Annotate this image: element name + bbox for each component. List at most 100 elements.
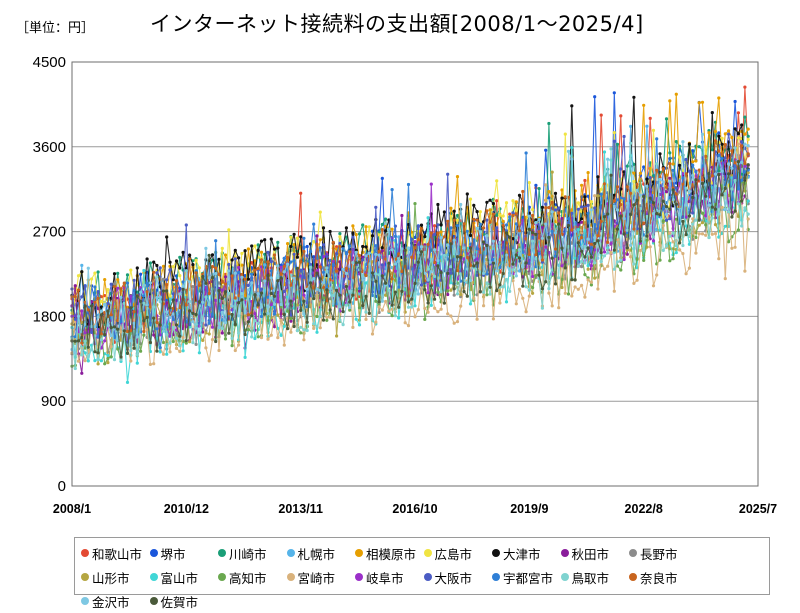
data-point — [664, 205, 669, 209]
data-point — [116, 278, 120, 282]
x-tick-label: 2025/7 — [739, 502, 777, 516]
data-point — [312, 240, 316, 244]
data-point — [341, 284, 345, 288]
data-point — [103, 339, 107, 343]
data-point — [416, 292, 420, 296]
data-point — [602, 150, 607, 154]
legend-item: 佐賀市 — [149, 589, 219, 613]
data-point — [184, 339, 188, 343]
data-point — [321, 243, 326, 247]
legend: 和歌山市 堺市 川崎市 札幌市 相模原市 広島市 大津市 秋田市 長野市 山形市 富山市 高知市 宮崎市… — [74, 537, 770, 610]
data-point — [237, 294, 241, 298]
data-point — [132, 288, 136, 292]
data-point — [423, 235, 427, 239]
data-point — [733, 178, 737, 183]
data-point — [96, 362, 100, 366]
data-point — [570, 211, 574, 215]
data-point — [106, 323, 110, 327]
data-point — [681, 182, 685, 186]
data-point — [80, 263, 84, 267]
data-point — [511, 279, 515, 283]
data-point — [671, 240, 675, 244]
data-point — [325, 315, 329, 319]
data-point — [272, 325, 277, 329]
data-point — [116, 347, 120, 351]
data-point — [348, 277, 352, 281]
legend-marker-icon — [629, 549, 637, 557]
legend-item: 札幌市 — [286, 541, 356, 565]
data-point — [694, 235, 698, 240]
data-point — [459, 202, 463, 207]
data-point — [678, 163, 682, 167]
data-point — [80, 371, 84, 375]
data-point — [736, 160, 741, 164]
data-point — [655, 168, 659, 172]
data-point — [733, 245, 737, 249]
data-point — [161, 352, 166, 356]
data-point — [498, 283, 502, 287]
data-point — [625, 246, 629, 250]
data-point — [289, 316, 293, 321]
data-point — [619, 203, 623, 207]
data-point — [723, 277, 727, 281]
legend-label: 岐阜市 — [366, 570, 404, 586]
data-point — [580, 249, 584, 253]
data-point — [465, 229, 469, 233]
x-tick-label: 2013/11 — [278, 502, 323, 516]
data-point — [413, 240, 417, 244]
data-point — [436, 264, 440, 268]
data-point — [351, 293, 355, 297]
data-point — [700, 211, 705, 215]
data-point — [700, 100, 705, 104]
data-point — [318, 238, 322, 242]
data-point — [279, 272, 283, 276]
data-point — [165, 278, 169, 282]
data-point — [540, 236, 545, 240]
data-point — [220, 331, 224, 335]
data-point — [684, 224, 688, 228]
data-point — [318, 265, 322, 269]
data-point — [495, 199, 499, 203]
data-point — [357, 232, 362, 236]
data-point — [651, 201, 656, 205]
data-point — [550, 229, 554, 233]
data-point — [223, 337, 228, 341]
y-tick-label: 4500 — [33, 54, 66, 71]
data-point — [99, 305, 103, 309]
data-point — [240, 251, 244, 256]
data-point — [181, 284, 185, 288]
data-point — [612, 204, 616, 208]
data-point — [563, 195, 567, 199]
y-tick-label: 0 — [58, 478, 66, 495]
data-point — [740, 160, 744, 164]
data-point — [184, 266, 188, 270]
data-point — [485, 281, 489, 285]
data-point — [109, 313, 113, 317]
data-point — [426, 310, 430, 314]
data-point — [664, 212, 669, 216]
data-point — [240, 298, 244, 302]
data-point — [351, 261, 355, 265]
data-point — [642, 258, 646, 262]
data-point — [374, 252, 378, 256]
data-point — [602, 250, 607, 254]
data-point — [188, 322, 192, 327]
data-point — [472, 264, 476, 268]
data-point — [638, 171, 643, 175]
legend-label: 宮崎市 — [297, 570, 336, 586]
data-point — [279, 276, 283, 280]
data-point — [406, 300, 411, 304]
data-point — [230, 274, 234, 278]
data-point — [93, 300, 97, 304]
data-point — [321, 270, 326, 274]
data-point — [508, 289, 512, 293]
data-point — [635, 188, 639, 192]
data-point — [292, 252, 296, 256]
data-point — [674, 181, 678, 185]
data-point — [429, 284, 433, 288]
data-point — [292, 324, 296, 329]
data-point — [485, 272, 489, 276]
legend-item: 高知市 — [218, 565, 287, 589]
data-point — [602, 182, 607, 186]
data-point — [681, 252, 685, 256]
